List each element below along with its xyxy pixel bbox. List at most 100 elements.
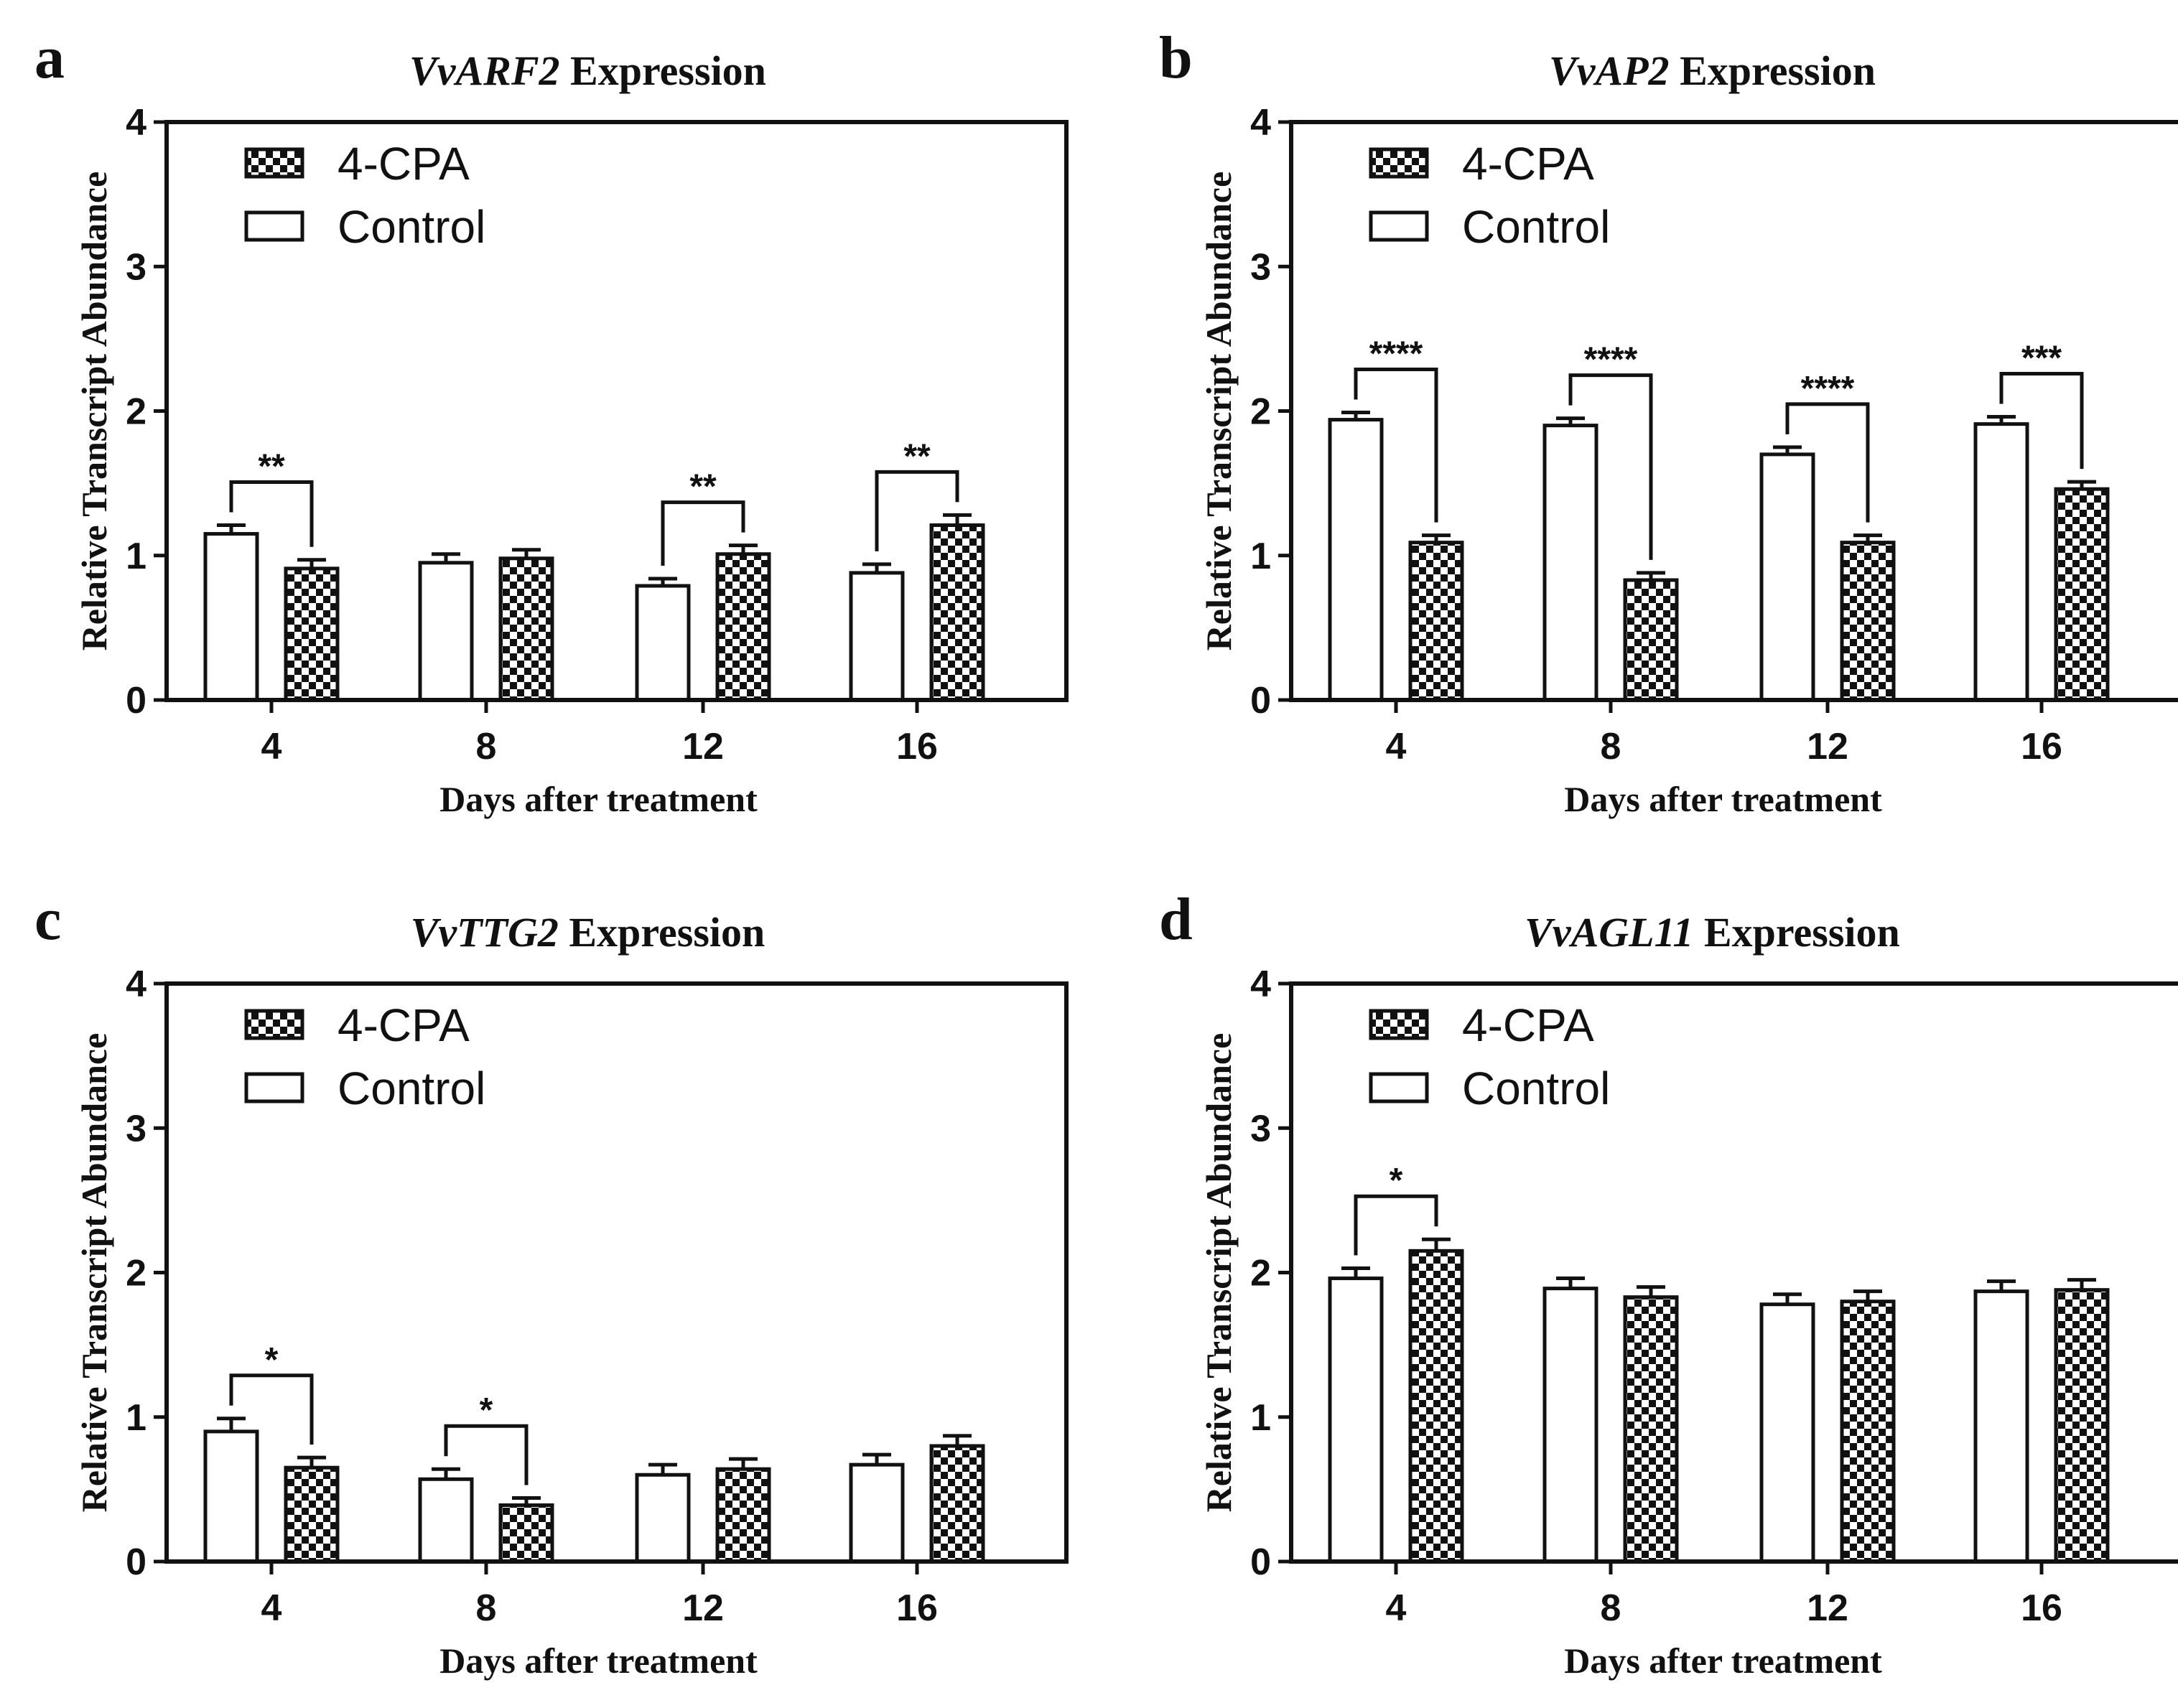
legend-swatch-4cpa <box>244 1009 304 1040</box>
significance-bracket-8 <box>444 1424 529 1485</box>
bar-4cpa-8 <box>1623 1295 1679 1564</box>
legend-swatch-control <box>244 210 304 242</box>
bar-4cpa-16 <box>2054 1288 2110 1564</box>
bar-control-4 <box>203 1429 259 1564</box>
significance-bracket-16 <box>875 470 959 551</box>
y-tick-label: 3 <box>1250 246 1271 288</box>
y-tick-label: 4 <box>126 102 146 144</box>
significance-bracket-4 <box>1354 1194 1438 1256</box>
panel-letter: c <box>34 886 61 953</box>
chart-title: VvAP2 Expression <box>1549 47 1876 94</box>
y-tick-label: 2 <box>126 391 146 433</box>
significance-bracket-4 <box>1354 368 1438 523</box>
bar-4cpa-16 <box>929 1444 985 1564</box>
y-tick-label: 0 <box>1250 1541 1271 1583</box>
y-tick-label: 3 <box>1250 1108 1271 1149</box>
bar-control-16 <box>849 1462 905 1564</box>
y-tick-label: 2 <box>1250 391 1271 433</box>
chart-title-suffix: Expression <box>1670 47 1876 94</box>
significance-label-12: **** <box>1801 370 1855 408</box>
y-tick-label: 0 <box>1250 680 1271 722</box>
y-tick-label: 4 <box>1250 963 1271 1005</box>
x-tick-label: 8 <box>1601 1587 1621 1629</box>
y-tick-label: 0 <box>126 1541 146 1583</box>
bar-control-12 <box>635 584 691 702</box>
chart-title-suffix: Expression <box>560 47 766 94</box>
y-tick-label: 1 <box>126 536 146 577</box>
x-tick-label: 12 <box>682 1587 724 1629</box>
significance-bracket-4 <box>229 480 314 547</box>
bar-4cpa-4 <box>284 566 340 702</box>
x-tick-label: 8 <box>476 726 497 767</box>
legend: 4-CPA Control <box>1369 999 1610 1114</box>
significance-bracket-12 <box>661 500 745 566</box>
chart-title-gene: VvAP2 <box>1549 47 1670 94</box>
plot-frame <box>1289 981 2178 1564</box>
x-tick-label: 16 <box>896 1587 938 1629</box>
significance-bracket-12 <box>1785 402 1870 523</box>
bar-control-8 <box>418 561 474 702</box>
bar-control-4 <box>203 532 259 702</box>
x-tick-label: 12 <box>682 726 724 767</box>
bar-4cpa-16 <box>2054 487 2110 702</box>
x-axis-title: Days after treatment <box>439 1641 758 1681</box>
bar-4cpa-16 <box>929 523 985 702</box>
legend-swatch-control <box>1369 1072 1429 1103</box>
chart-title: VvTTG2 Expression <box>411 909 765 956</box>
panel-letter: b <box>1159 24 1193 91</box>
x-tick-label: 4 <box>261 1587 282 1629</box>
legend-swatch-4cpa <box>1369 1009 1429 1040</box>
legend-label: Control <box>338 1063 485 1114</box>
bar-control-12 <box>635 1473 691 1564</box>
y-tick-label: 0 <box>126 680 146 722</box>
bar-control-8 <box>418 1477 474 1564</box>
bar-control-16 <box>849 571 905 702</box>
y-tick-label: 2 <box>1250 1253 1271 1294</box>
plot-frame <box>1289 120 2178 702</box>
chart-title: VvAGL11 Expression <box>1525 909 1900 956</box>
legend-swatch-control <box>244 1072 304 1103</box>
y-tick-label: 2 <box>126 1253 146 1294</box>
y-axis-title: Relative Transcript Abundance <box>1199 172 1239 651</box>
x-tick-label: 16 <box>896 726 938 767</box>
legend-swatch-control <box>1369 210 1429 242</box>
significance-label-4: * <box>265 1341 279 1379</box>
y-tick-label: 1 <box>1250 1397 1271 1439</box>
y-axis-title: Relative Transcript Abundance <box>74 172 114 651</box>
bar-4cpa-12 <box>1840 541 1896 702</box>
significance-label-16: *** <box>2021 340 2062 378</box>
bar-4cpa-12 <box>1840 1299 1896 1564</box>
y-tick-label: 1 <box>126 1397 146 1439</box>
x-axis-title: Days after treatment <box>1564 1641 1882 1681</box>
legend-label: Control <box>338 201 485 253</box>
chart-title-gene: VvAGL11 <box>1525 909 1693 956</box>
bar-4cpa-8 <box>1623 578 1679 702</box>
bar-4cpa-8 <box>498 556 554 702</box>
bar-control-4 <box>1328 1277 1384 1564</box>
plot-frame <box>164 120 1069 702</box>
y-tick-label: 3 <box>126 246 146 288</box>
panel-letter: a <box>34 24 65 91</box>
bar-control-12 <box>1759 1302 1815 1564</box>
legend-label: 4-CPA <box>338 138 470 190</box>
significance-label-4: **** <box>1369 335 1423 373</box>
bar-control-12 <box>1759 452 1815 702</box>
significance-label-16: ** <box>903 437 931 475</box>
x-tick-label: 12 <box>1807 1587 1848 1629</box>
legend: 4-CPA Control <box>1369 138 1610 253</box>
significance-label-8: * <box>480 1391 493 1429</box>
chart-title-suffix: Expression <box>1693 909 1899 956</box>
bar-4cpa-4 <box>1408 541 1464 702</box>
plot-frame <box>164 981 1069 1564</box>
x-axis-title: Days after treatment <box>1564 779 1882 819</box>
bar-control-16 <box>1973 1289 2029 1564</box>
significance-bracket-16 <box>1999 372 2084 470</box>
significance-label-4: ** <box>258 447 285 485</box>
legend: 4-CPA Control <box>244 999 485 1114</box>
chart-title-gene: VvARF2 <box>409 47 560 94</box>
significance-bracket-8 <box>1568 373 1653 560</box>
